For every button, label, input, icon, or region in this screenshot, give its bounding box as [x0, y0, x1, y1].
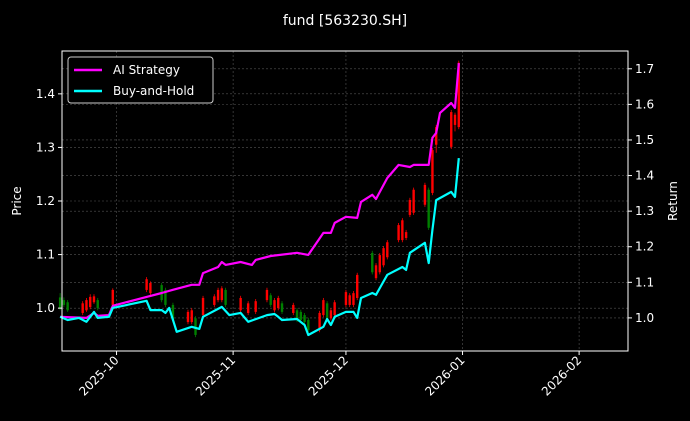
- candle-body: [404, 232, 408, 238]
- candle-body: [450, 112, 453, 147]
- candle-body: [457, 62, 460, 128]
- legend-label-ai-strategy: AI Strategy: [113, 63, 180, 77]
- candle-body: [397, 225, 400, 241]
- candle-body: [254, 301, 257, 312]
- y-tick-label-right: 1.3: [635, 204, 654, 218]
- candle-body: [371, 252, 374, 273]
- candle-body: [292, 304, 295, 313]
- y-tick-label-left: 1.3: [36, 140, 55, 154]
- legend-box: [67, 56, 214, 104]
- candle-body: [299, 311, 303, 320]
- candle-body: [378, 255, 381, 273]
- candle-body: [194, 318, 197, 335]
- y-tick-label-right: 1.2: [635, 240, 654, 254]
- candle-body: [333, 302, 336, 316]
- candle-body: [220, 288, 224, 301]
- series-lines: [59, 63, 460, 337]
- candle-body: [344, 292, 348, 305]
- candle-body: [269, 295, 272, 305]
- candle-body: [453, 114, 457, 125]
- legend: AI Strategy Buy-and-Hold: [67, 56, 214, 104]
- candle-body: [186, 311, 190, 323]
- series-line-buy-and-hold: [59, 157, 460, 337]
- candle-body: [303, 315, 306, 323]
- candle-body: [81, 303, 84, 313]
- y-tick-label-left: 1.1: [36, 248, 55, 262]
- series-line-ai-strategy: [60, 63, 460, 319]
- candle-body: [89, 296, 92, 308]
- y-tick-label-right: 1.4: [635, 169, 654, 183]
- candle-body: [96, 300, 99, 309]
- candlesticks: [58, 60, 460, 338]
- candle-body: [92, 296, 96, 303]
- candle-body: [66, 302, 69, 311]
- candle-body: [329, 310, 333, 319]
- candle-body: [164, 289, 167, 305]
- y-axis-label-left: Price: [10, 186, 24, 215]
- candle-body: [239, 297, 242, 311]
- candle-body: [216, 289, 220, 301]
- y-tick-label-left: 1.0: [36, 301, 55, 315]
- candle-body: [434, 127, 438, 145]
- y-tick-label-right: 1.6: [635, 97, 654, 111]
- candle-body: [265, 289, 269, 301]
- y-tick-label-right: 1.7: [635, 62, 654, 76]
- y-axis-label-right: Return: [666, 181, 680, 221]
- candle-body: [382, 248, 385, 266]
- y-tick-label-right: 1.5: [635, 133, 654, 147]
- candle-body: [190, 310, 193, 323]
- candle-body: [401, 220, 404, 241]
- candle-body: [246, 303, 250, 313]
- candle-body: [213, 296, 216, 305]
- candle-body: [322, 300, 325, 316]
- candle-body: [431, 150, 434, 193]
- candle-body: [408, 199, 412, 215]
- candle-body: [423, 184, 427, 205]
- y-tick-label-left: 1.2: [36, 194, 55, 208]
- candle-body: [277, 297, 280, 309]
- candle-body: [295, 310, 299, 320]
- candle-body: [145, 279, 148, 290]
- candle-body: [201, 297, 205, 316]
- candle-body: [171, 304, 175, 320]
- candle-body: [280, 303, 284, 312]
- y-tick-label-left: 1.4: [36, 87, 55, 101]
- candle-body: [356, 274, 359, 298]
- candle-body: [149, 282, 152, 294]
- candle-body: [348, 295, 351, 305]
- candle-body: [352, 293, 355, 305]
- candle-body: [307, 319, 310, 331]
- candle-body: [85, 300, 88, 311]
- candle-body: [273, 300, 276, 311]
- candle-body: [374, 265, 378, 279]
- y-tick-label-right: 1.0: [635, 311, 654, 325]
- candle-body: [325, 303, 329, 319]
- candle-body: [111, 289, 114, 305]
- candle-body: [62, 300, 66, 305]
- legend-label-buy-and-hold: Buy-and-Hold: [113, 84, 194, 98]
- y-tick-label-right: 1.1: [635, 275, 654, 289]
- candle-body: [58, 297, 62, 309]
- chart-title: fund [563230.SH]: [283, 13, 407, 29]
- candle-body: [386, 242, 389, 258]
- candle-body: [427, 189, 430, 228]
- candle-body: [318, 312, 321, 331]
- candle-body: [412, 189, 415, 213]
- candle-body: [224, 289, 227, 305]
